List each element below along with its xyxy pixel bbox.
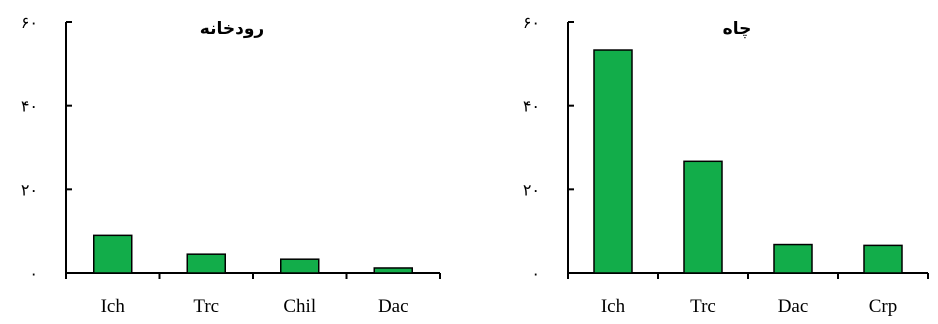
chart-river: ۰ ۲۰ ۴۰ ۶۰ Ich Trc Chil Dac رودخانه [21, 13, 441, 317]
bar-crp [863, 244, 903, 274]
chart-title: چاه [723, 19, 752, 39]
category-label: Chil [283, 296, 316, 317]
y-tick-label: ۲۰ [21, 180, 38, 199]
y-tick-label: ۲۰ [523, 180, 540, 199]
y-tick-label: ۰ [29, 264, 38, 283]
category-label: Trc [193, 296, 219, 317]
chart-well: ۰ ۲۰ ۴۰ ۶۰ Ich Trc Dac Crp چاه [523, 13, 929, 317]
category-label: Ich [101, 296, 126, 317]
y-tick-label: ۴۰ [523, 97, 540, 116]
category-label: Trc [690, 296, 716, 317]
bar-trc [683, 160, 723, 274]
bar-ich [593, 49, 633, 274]
chart-title: رودخانه [200, 19, 264, 39]
bar-ich [93, 234, 133, 274]
category-label: Dac [378, 296, 409, 317]
category-label: Crp [869, 296, 898, 317]
bar-dac [373, 267, 413, 274]
bar-trc [186, 253, 226, 274]
y-tick-label: ۶۰ [523, 13, 540, 32]
category-label: Dac [778, 296, 809, 317]
y-tick-label: ۰ [531, 264, 540, 283]
category-label: Ich [601, 296, 626, 317]
bar-chil [280, 258, 320, 274]
bar-dac [773, 243, 813, 274]
y-tick-label: ۶۰ [21, 13, 38, 32]
y-tick-label: ۴۰ [21, 97, 38, 116]
